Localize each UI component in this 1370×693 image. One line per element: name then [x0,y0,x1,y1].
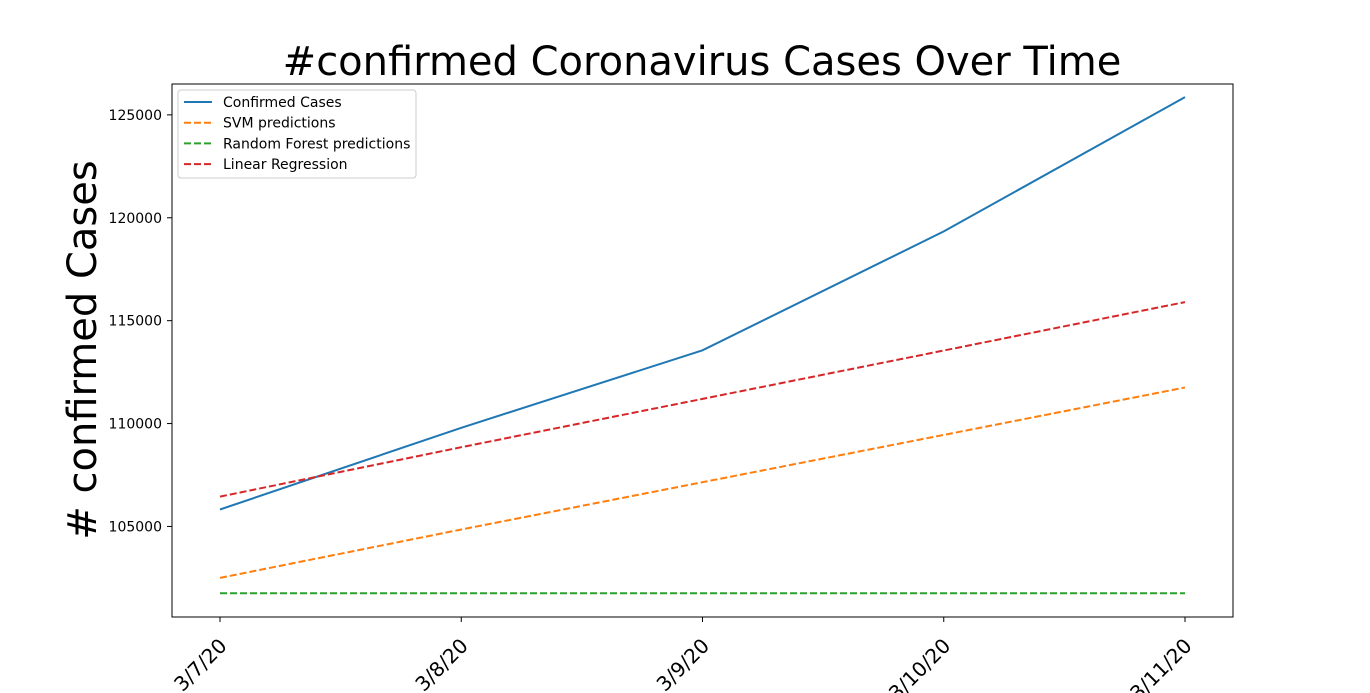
plot-area: 105000 110000 115000 120000 125000 3/7/20 3/8/… [109,83,1234,693]
x-tick-label: 3/9/20 [652,634,714,693]
legend-box [177,89,417,179]
legend-label: Confirmed Cases [223,95,342,111]
x-tick-label: 3/8/20 [410,634,472,693]
y-tick-label: 105000 [109,519,162,535]
chart-title: #confirmed Coronavirus Cases Over Time [283,39,1122,85]
legend-label: Linear Regression [223,157,348,173]
y-tick-label: 110000 [109,417,162,433]
legend-label: SVM predictions [223,116,336,132]
y-tick-label: 125000 [109,108,162,124]
series-line-0 [219,96,1186,511]
series-line-3 [219,301,1186,498]
x-tick-label: 3/7/20 [169,634,231,693]
x-tick-label: 3/10/20 [884,634,955,693]
y-tick-label: 115000 [109,314,162,330]
series-line-1 [219,386,1186,579]
y-axis-label: # confirmed Cases [60,160,106,539]
x-tick-label: 3/11/20 [1125,634,1196,693]
legend-label: Random Forest predictions [223,136,410,152]
y-tick-label: 120000 [109,211,162,227]
